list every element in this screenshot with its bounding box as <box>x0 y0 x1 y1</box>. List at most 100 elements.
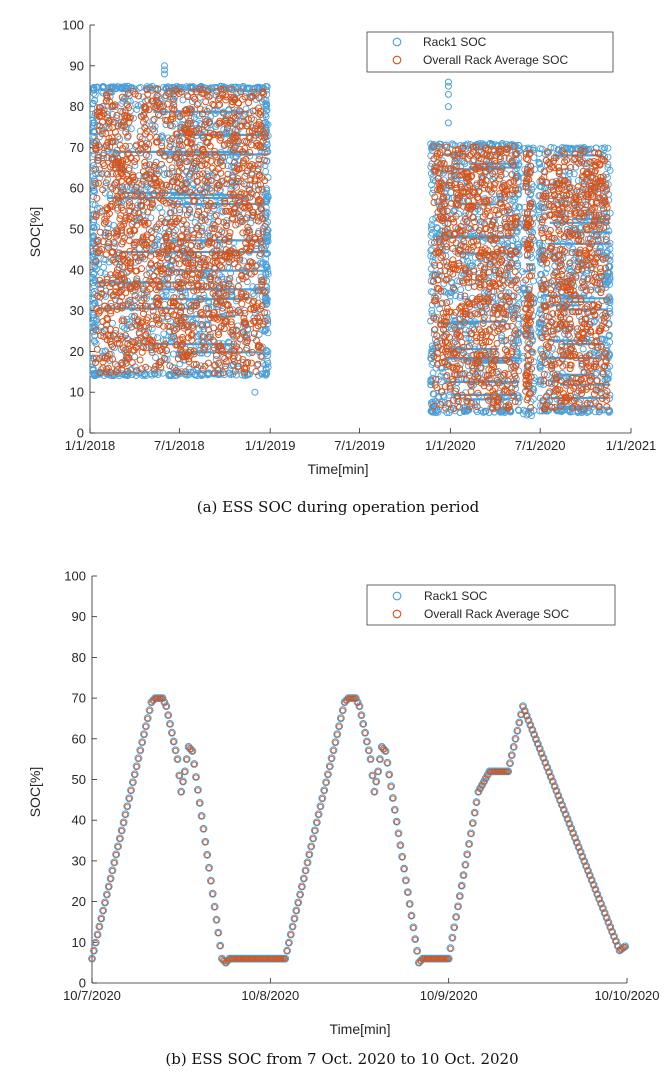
panel-a-average-point <box>179 336 187 344</box>
panel-a-average-point <box>454 392 462 400</box>
panel-a-rack1-point <box>454 277 461 285</box>
panel-a-rack1-point <box>195 199 202 206</box>
panel-a-average-point <box>164 274 172 282</box>
panel-a-average-point <box>111 258 119 266</box>
panel-a-average-point <box>174 184 182 192</box>
panel-a-average-point <box>100 106 108 114</box>
panel-a-rack1-point <box>262 261 270 269</box>
panel-a-rack1-point <box>89 273 97 281</box>
panel-a-rack1-point <box>179 96 187 104</box>
panel-a-rack1-point <box>89 99 97 107</box>
panel-a-average-point <box>125 165 133 172</box>
panel-a-average-point <box>485 295 493 303</box>
panel-a-average-point <box>122 142 130 150</box>
panel-a-rack1-point <box>156 204 164 212</box>
panel-a-average-point <box>471 189 479 197</box>
panel-a-rack1-point <box>162 121 170 128</box>
panel-a-average-point <box>116 288 124 296</box>
panel-a-rack1-point <box>434 225 442 232</box>
panel-a-average-point <box>202 118 210 126</box>
panel-a-average-point <box>146 175 154 183</box>
panel-a-average-point <box>113 339 121 347</box>
panel-a-average-point <box>158 142 166 150</box>
panel-a-average-point <box>114 198 122 206</box>
panel-a-average-point <box>256 235 264 243</box>
panel-a-rack1-point <box>510 305 518 312</box>
panel-a-average-point <box>171 154 179 162</box>
panel-a-average-point <box>237 88 245 96</box>
panel-a-rack1-point <box>90 162 97 169</box>
panel-a-rack1-point <box>430 390 438 398</box>
panel-a-rack1-point <box>90 282 98 290</box>
panel-a-ytick-label: 90 <box>70 58 84 73</box>
panel-a-average-point <box>438 359 446 366</box>
panel-a-rack1-point <box>160 164 168 172</box>
panel-a-average-point <box>166 362 174 370</box>
panel-a-average-point <box>101 215 109 223</box>
panel-a-rack1-point <box>567 268 575 276</box>
panel-a-rack1-point <box>196 370 204 378</box>
panel-a-xtick-label: 1/1/2020 <box>425 438 476 453</box>
panel-a-average-point <box>100 149 108 157</box>
panel-a-average-point <box>452 212 460 220</box>
panel-a-average-point <box>202 151 210 159</box>
panel-a-xtick-label: 1/1/2021 <box>606 438 657 453</box>
panel-a-average-point <box>96 355 104 362</box>
panel-a-average-point <box>142 233 150 241</box>
panel-a-average-point <box>241 309 249 317</box>
panel-a-rack1-point <box>218 207 226 215</box>
panel-a-average-point <box>255 94 263 102</box>
panel-a-average-point <box>251 235 259 243</box>
panel-a-rack1-point <box>263 185 270 193</box>
panel-a-average-point <box>248 115 255 123</box>
panel-a-rack1-point <box>514 240 521 248</box>
panel-a-average-point <box>221 199 229 207</box>
panel-a-average-point <box>149 125 157 133</box>
panel-a-average-point <box>495 175 503 183</box>
panel-a-average-point <box>166 156 174 164</box>
panel-a-average-point <box>216 283 224 291</box>
panel-a-rack1-point <box>172 226 180 234</box>
panel-a-average-point <box>245 128 253 135</box>
panel-a-average-point <box>184 268 192 276</box>
panel-a-average-point <box>139 191 146 198</box>
panel-a-average-point <box>170 232 178 240</box>
panel-a-rack1-point <box>444 78 452 86</box>
panel-a-average-point <box>197 295 205 303</box>
panel-a-average-point <box>162 219 170 227</box>
panel-a-average-point <box>126 247 134 255</box>
panel-a-average-point <box>253 303 261 311</box>
panel-a-average-point <box>93 345 101 353</box>
panel-a-average-point <box>172 130 180 138</box>
panel-a-average-point <box>234 282 242 290</box>
panel-a-rack1-point <box>259 343 267 351</box>
panel-a-average-point <box>242 321 250 329</box>
panel-a-average-point <box>236 122 244 130</box>
panel-a-average-point <box>117 121 125 129</box>
panel-a-average-point <box>113 269 121 277</box>
panel-a-average-point <box>214 328 222 336</box>
panel-a-average-point <box>216 249 224 257</box>
panel-a-average-point <box>188 150 196 158</box>
panel-a-average-point <box>118 165 126 173</box>
panel-a-rack1-point <box>453 157 461 165</box>
panel-a-average-point <box>211 234 219 241</box>
panel-a-average-point <box>220 218 228 226</box>
panel-a-rack1-point <box>163 306 171 314</box>
panel-a-rack1-point <box>564 373 572 381</box>
panel-a-average-point <box>240 319 248 327</box>
panel-a-average-point <box>210 130 218 138</box>
panel-a-average-point <box>507 259 515 267</box>
panel-a-average-point <box>182 368 189 376</box>
panel-a-average-point <box>200 89 208 97</box>
panel-a-average-point <box>164 322 172 330</box>
panel-a-average-point <box>168 164 176 172</box>
panel-a-average-point <box>155 296 163 304</box>
panel-a-average-point <box>258 281 266 289</box>
panel-a-rack1-point <box>250 85 258 93</box>
panel-a-average-point <box>431 239 438 246</box>
panel-a-rack1-point <box>572 254 580 262</box>
panel-a-average-point <box>126 264 134 272</box>
panel-a-rack1-point <box>207 112 215 120</box>
panel-a-rack1-point <box>511 142 519 149</box>
